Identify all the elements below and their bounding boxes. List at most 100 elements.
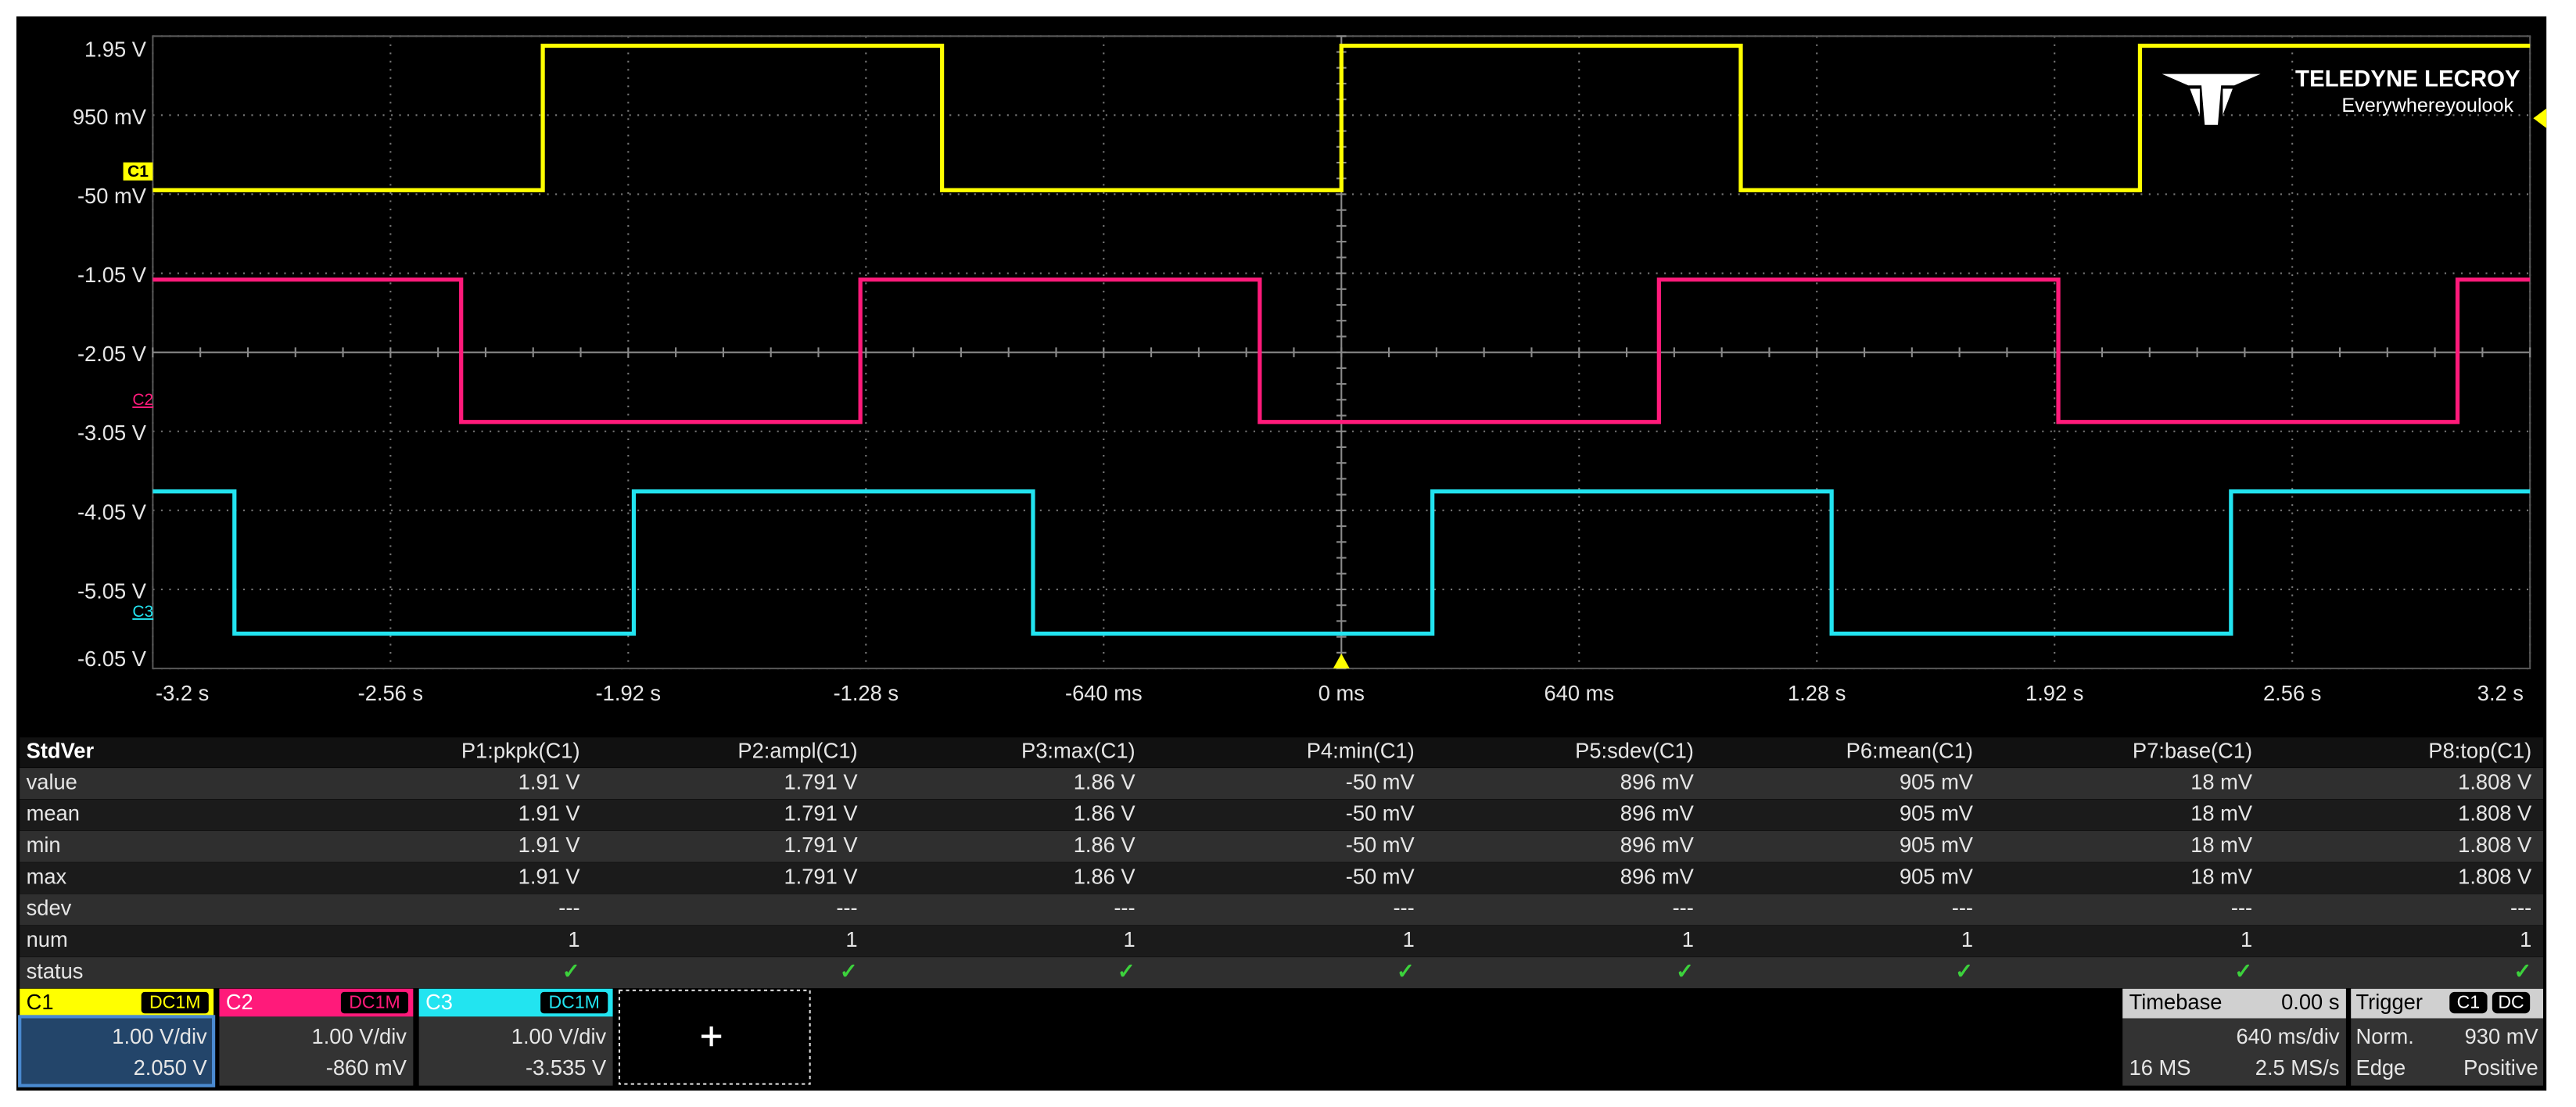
measurement-value: --- <box>558 896 579 920</box>
row-label: status <box>27 958 84 983</box>
channel-coupling: DC1M <box>349 992 400 1012</box>
waveform-trace <box>152 277 2531 425</box>
measurement-value: 1 <box>1961 927 1973 951</box>
column-header: P7:base(C1) <box>2133 738 2252 762</box>
table-title: StdVer <box>27 738 95 762</box>
row-label: max <box>27 864 67 888</box>
add-icon <box>701 1026 722 1047</box>
x-tick-label: 0 ms <box>1318 681 1365 705</box>
timebase-scale: 640 ms/div <box>2236 1024 2339 1048</box>
channel-marker-label: C3 <box>132 603 153 621</box>
channel-marker-label: C2 <box>132 391 153 409</box>
channel-scale: 1.00 V/div <box>312 1024 407 1048</box>
column-header: P2:ampl(C1) <box>737 738 857 762</box>
measurement-value: 18 mV <box>2190 769 2253 794</box>
measurement-value: 1.86 V <box>1074 769 1136 794</box>
y-tick-label: -4.05 V <box>77 500 147 524</box>
table-row-background <box>20 894 2543 926</box>
measurement-value: 1 <box>2520 927 2531 951</box>
row-label: mean <box>27 801 80 826</box>
measurement-value: 1 <box>1123 927 1135 951</box>
channel-coupling: DC1M <box>548 992 599 1012</box>
table-row-background <box>20 957 2543 989</box>
measurement-value: 1.808 V <box>2458 864 2532 888</box>
channel-name: C3 <box>425 990 453 1014</box>
measurement-value: 1.808 V <box>2458 833 2532 857</box>
measurement-value: 1.86 V <box>1074 801 1136 826</box>
measurement-value: 1.86 V <box>1074 833 1136 857</box>
logo-brand: TELEDYNE LECROY <box>2295 66 2520 92</box>
channel-marker-badge <box>123 162 153 181</box>
waveform-trace <box>152 489 2531 636</box>
channel-marker: C1 <box>123 162 153 181</box>
table-header-background <box>20 737 2543 768</box>
measurement-value: 896 mV <box>1620 769 1695 794</box>
timebase-header <box>2122 988 2346 1019</box>
trigger-box[interactable]: Trigger C1 DC Norm. 930 mV Edge Positive <box>2351 988 2543 1086</box>
measurement-table: StdVer P1:pkpk(C1) P2:ampl(C1) P3:max(C1) P4… <box>20 737 2543 989</box>
trigger-label: Trigger <box>2355 990 2422 1014</box>
measurement-value: 1.791 V <box>784 769 858 794</box>
measurement-value: 896 mV <box>1620 833 1695 857</box>
measurement-value: ✓ <box>562 958 580 983</box>
channel-offset: -3.535 V <box>526 1055 607 1080</box>
x-tick-label: -2.56 s <box>358 681 423 705</box>
row-label: num <box>27 927 68 951</box>
x-tick-label: 640 ms <box>1544 681 1614 705</box>
y-tick-label: -1.05 V <box>77 263 147 287</box>
y-tick-label: -2.05 V <box>77 342 147 366</box>
trigger-position-marker <box>1333 654 1350 669</box>
measurement-value: --- <box>1673 896 1694 920</box>
trigger-source-badge <box>2449 991 2488 1014</box>
waveform-trace <box>152 43 2531 192</box>
coupling-badge <box>340 991 409 1014</box>
measurement-value: -50 mV <box>1346 769 1415 794</box>
column-header: P4:min(C1) <box>1307 738 1415 762</box>
timebase-label: Timebase <box>2129 990 2223 1014</box>
measurement-value: 905 mV <box>1900 769 1974 794</box>
table-row-background <box>20 925 2543 957</box>
timebase-box[interactable]: Timebase 0.00 s 640 ms/div 16 MS 2.5 MS/s <box>2122 988 2346 1086</box>
measurement-value: 1.91 V <box>518 833 581 857</box>
measurement-value: 905 mV <box>1900 833 1974 857</box>
measurement-value: -50 mV <box>1346 833 1415 857</box>
measurement-value: 896 mV <box>1620 801 1695 826</box>
channel-name: C2 <box>226 990 253 1014</box>
y-tick-label: 950 mV <box>73 105 147 129</box>
row-label: min <box>27 833 61 857</box>
measurement-value: 18 mV <box>2190 833 2253 857</box>
channel-box[interactable]: C1 DC1M 1.00 V/div 2.050 V <box>18 988 216 1087</box>
measurement-value: 896 mV <box>1620 864 1695 888</box>
channel-scale: 1.00 V/div <box>112 1024 207 1048</box>
channel-scale: 1.00 V/div <box>511 1024 607 1048</box>
x-tick-label: -1.92 s <box>596 681 661 705</box>
measurement-value: ✓ <box>2234 958 2252 983</box>
y-tick-label: -50 mV <box>77 184 147 208</box>
measurement-value: 18 mV <box>2190 864 2253 888</box>
measurement-value: 1.791 V <box>784 833 858 857</box>
measurement-value: 1.791 V <box>784 801 858 826</box>
y-tick-label: -5.05 V <box>77 579 147 603</box>
measurement-value: --- <box>2231 896 2252 920</box>
add-channel-button[interactable] <box>618 989 811 1085</box>
channel-marker-label: C1 <box>127 163 149 181</box>
channel-box-body <box>219 1016 414 1086</box>
row-label: sdev <box>27 896 72 920</box>
logo-icon <box>2162 73 2261 125</box>
channel-box[interactable]: C3 DC1M 1.00 V/div -3.535 V <box>418 988 613 1086</box>
coupling-badge <box>141 991 209 1014</box>
timebase-body <box>2122 1018 2346 1086</box>
channel-box[interactable]: C2 DC1M 1.00 V/div -860 mV <box>219 988 414 1086</box>
measurement-value: ✓ <box>1397 958 1415 983</box>
channel-name: C1 <box>27 990 54 1014</box>
measurement-value: ✓ <box>1676 958 1694 983</box>
measurement-value: 1.91 V <box>518 801 581 826</box>
channel-marker: C3 <box>132 603 153 621</box>
measurement-value: 1.808 V <box>2458 769 2532 794</box>
measurement-value: --- <box>1952 896 1973 920</box>
trigger-coupling: DC <box>2498 992 2524 1012</box>
column-header: P3:max(C1) <box>1021 738 1136 762</box>
x-tick-label: 1.92 s <box>2025 681 2083 705</box>
measurement-value: ✓ <box>2513 958 2531 983</box>
